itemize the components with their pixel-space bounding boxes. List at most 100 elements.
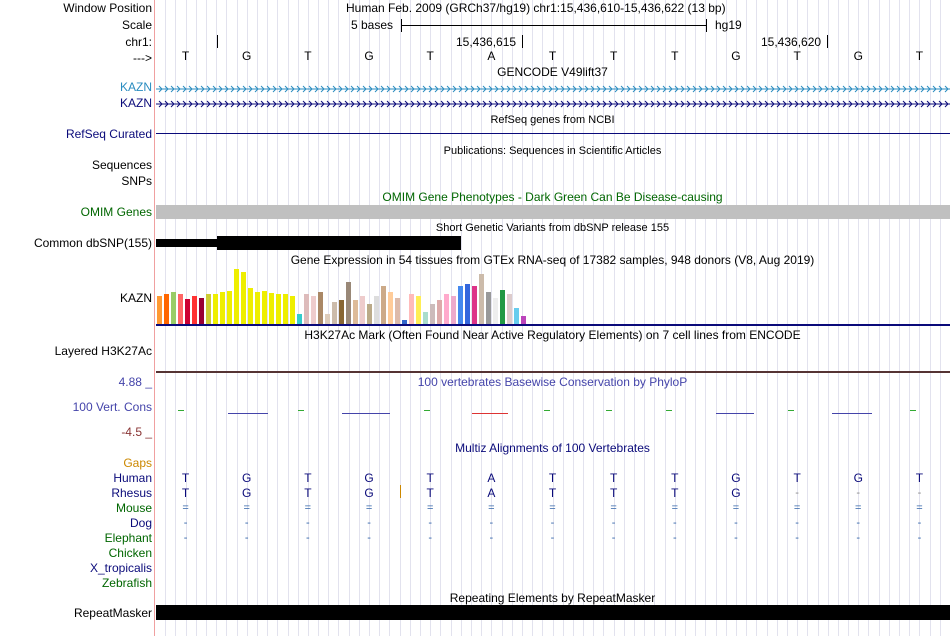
grid-line (664, 0, 666, 636)
gaps-label[interactable]: Gaps (123, 456, 152, 470)
gtex-tissue-bar[interactable] (346, 282, 351, 324)
position-label-2: 15,436,620 (761, 35, 822, 49)
h3k27-label[interactable]: Layered H3K27Ac (54, 344, 152, 358)
gtex-tissue-bar[interactable] (157, 296, 162, 324)
alignment-base: - (795, 517, 799, 529)
gtex-tissue-bar[interactable] (521, 316, 526, 324)
gtex-tissue-bar[interactable] (388, 292, 393, 324)
gtex-tissue-bar[interactable] (332, 302, 337, 324)
gencode-item-1-label[interactable]: KAZN (119, 80, 152, 94)
dbsnp-variant[interactable] (156, 239, 218, 247)
gtex-tissue-bar[interactable] (220, 292, 225, 324)
gtex-tissue-bar[interactable] (276, 294, 281, 324)
gtex-tissue-bar[interactable] (318, 292, 323, 324)
gtex-tissue-bar[interactable] (269, 293, 274, 324)
multiz-title: Multiz Alignments of 100 Vertebrates (455, 441, 650, 455)
cons-label[interactable]: 100 Vert. Cons (72, 400, 152, 414)
gtex-tissue-bar[interactable] (367, 304, 372, 324)
grid-line (613, 0, 615, 636)
gtex-tissue-bar[interactable] (507, 294, 512, 324)
gtex-tissue-bar[interactable] (374, 296, 379, 324)
species-label[interactable]: Human (113, 471, 152, 485)
repeat-label[interactable]: RepeatMasker (73, 606, 152, 620)
gtex-tissue-bar[interactable] (297, 314, 302, 324)
species-label[interactable]: X_tropicalis (89, 561, 152, 575)
repeat-element[interactable] (156, 605, 950, 620)
refseq-line[interactable] (156, 133, 950, 134)
base-letter: G (242, 49, 252, 63)
gtex-tissue-bar[interactable] (192, 296, 197, 324)
cons-track[interactable] (156, 408, 950, 418)
gtex-tissue-bar[interactable] (381, 286, 386, 324)
gtex-tissue-bar[interactable] (423, 312, 428, 324)
gtex-label[interactable]: KAZN (119, 291, 152, 305)
gtex-tissue-bar[interactable] (514, 308, 519, 324)
gtex-tissue-bar[interactable] (416, 296, 421, 324)
gtex-tissue-bar[interactable] (255, 292, 260, 324)
species-label[interactable]: Rhesus (111, 486, 152, 500)
gtex-tissue-bar[interactable] (451, 296, 456, 324)
gtex-tissue-bar[interactable] (241, 272, 246, 324)
gtex-tissue-bar[interactable] (458, 286, 463, 324)
gtex-tissue-bar[interactable] (171, 292, 176, 324)
gtex-tissue-bar[interactable] (486, 292, 491, 324)
alignment-base: - (306, 517, 310, 529)
gencode-item-2-label[interactable]: KAZN (119, 96, 152, 110)
alignment-base: G (731, 471, 741, 485)
gtex-tissue-bar[interactable] (500, 290, 505, 324)
gtex-tissue-bar[interactable] (409, 294, 414, 324)
gtex-tissue-bar[interactable] (360, 296, 365, 324)
gtex-tissue-bar[interactable] (227, 291, 232, 324)
alignment-base: - (489, 532, 494, 544)
gtex-bar-chart[interactable] (156, 268, 536, 324)
alignment-base: = (426, 502, 434, 514)
species-label[interactable]: Zebrafish (101, 576, 152, 590)
snps-label[interactable]: SNPs (121, 174, 152, 188)
gtex-tissue-bar[interactable] (339, 300, 344, 324)
gtex-tissue-bar[interactable] (402, 320, 407, 324)
alignment-base: - (244, 517, 249, 529)
cons-score-mark (178, 410, 184, 411)
alignment-base: G (364, 486, 374, 500)
gtex-tissue-bar[interactable] (437, 300, 442, 324)
gtex-tissue-bar[interactable] (213, 294, 218, 324)
gtex-tissue-bar[interactable] (430, 304, 435, 324)
alignment-base: T (304, 471, 312, 485)
gtex-tissue-bar[interactable] (178, 294, 183, 324)
gtex-tissue-bar[interactable] (353, 300, 358, 324)
gtex-tissue-bar[interactable] (234, 269, 239, 324)
alignment-base: - (489, 517, 494, 529)
gtex-tissue-bar[interactable] (472, 286, 477, 324)
gtex-tissue-bar[interactable] (206, 294, 211, 324)
gtex-tissue-bar[interactable] (311, 296, 316, 324)
omim-label[interactable]: OMIM Genes (80, 205, 152, 219)
gtex-tissue-bar[interactable] (248, 288, 253, 324)
gtex-tissue-bar[interactable] (465, 284, 470, 324)
gtex-tissue-bar[interactable] (395, 298, 400, 324)
species-label[interactable]: Mouse (115, 501, 152, 515)
gtex-tissue-bar[interactable] (164, 294, 169, 324)
grid-line (929, 0, 931, 636)
gtex-tissue-bar[interactable] (262, 291, 267, 324)
gtex-tissue-bar[interactable] (479, 274, 484, 324)
gtex-tissue-bar[interactable] (304, 294, 309, 324)
gencode-item-1-arrows[interactable] (156, 83, 950, 93)
gtex-tissue-bar[interactable] (325, 314, 330, 324)
gtex-tissue-bar[interactable] (493, 298, 498, 324)
species-label[interactable]: Elephant (104, 531, 152, 545)
gtex-tissue-bar[interactable] (290, 296, 295, 324)
species-label[interactable]: Chicken (108, 546, 152, 560)
gtex-tissue-bar[interactable] (199, 298, 204, 324)
scale-bar-left-tick (401, 19, 402, 32)
gencode-item-2-arrows[interactable] (156, 98, 950, 108)
dbsnp-label[interactable]: Common dbSNP(155) (33, 236, 152, 250)
cons-score-mark (788, 410, 794, 411)
gtex-tissue-bar[interactable] (283, 294, 288, 324)
refseq-label[interactable]: RefSeq Curated (65, 127, 152, 141)
species-label[interactable]: Dog (129, 516, 152, 530)
gtex-tissue-bar[interactable] (444, 294, 449, 324)
dbsnp-variant[interactable] (217, 236, 461, 250)
sequences-label[interactable]: Sequences (91, 158, 152, 172)
omim-gene-bar[interactable] (156, 205, 950, 219)
gtex-tissue-bar[interactable] (185, 299, 190, 324)
